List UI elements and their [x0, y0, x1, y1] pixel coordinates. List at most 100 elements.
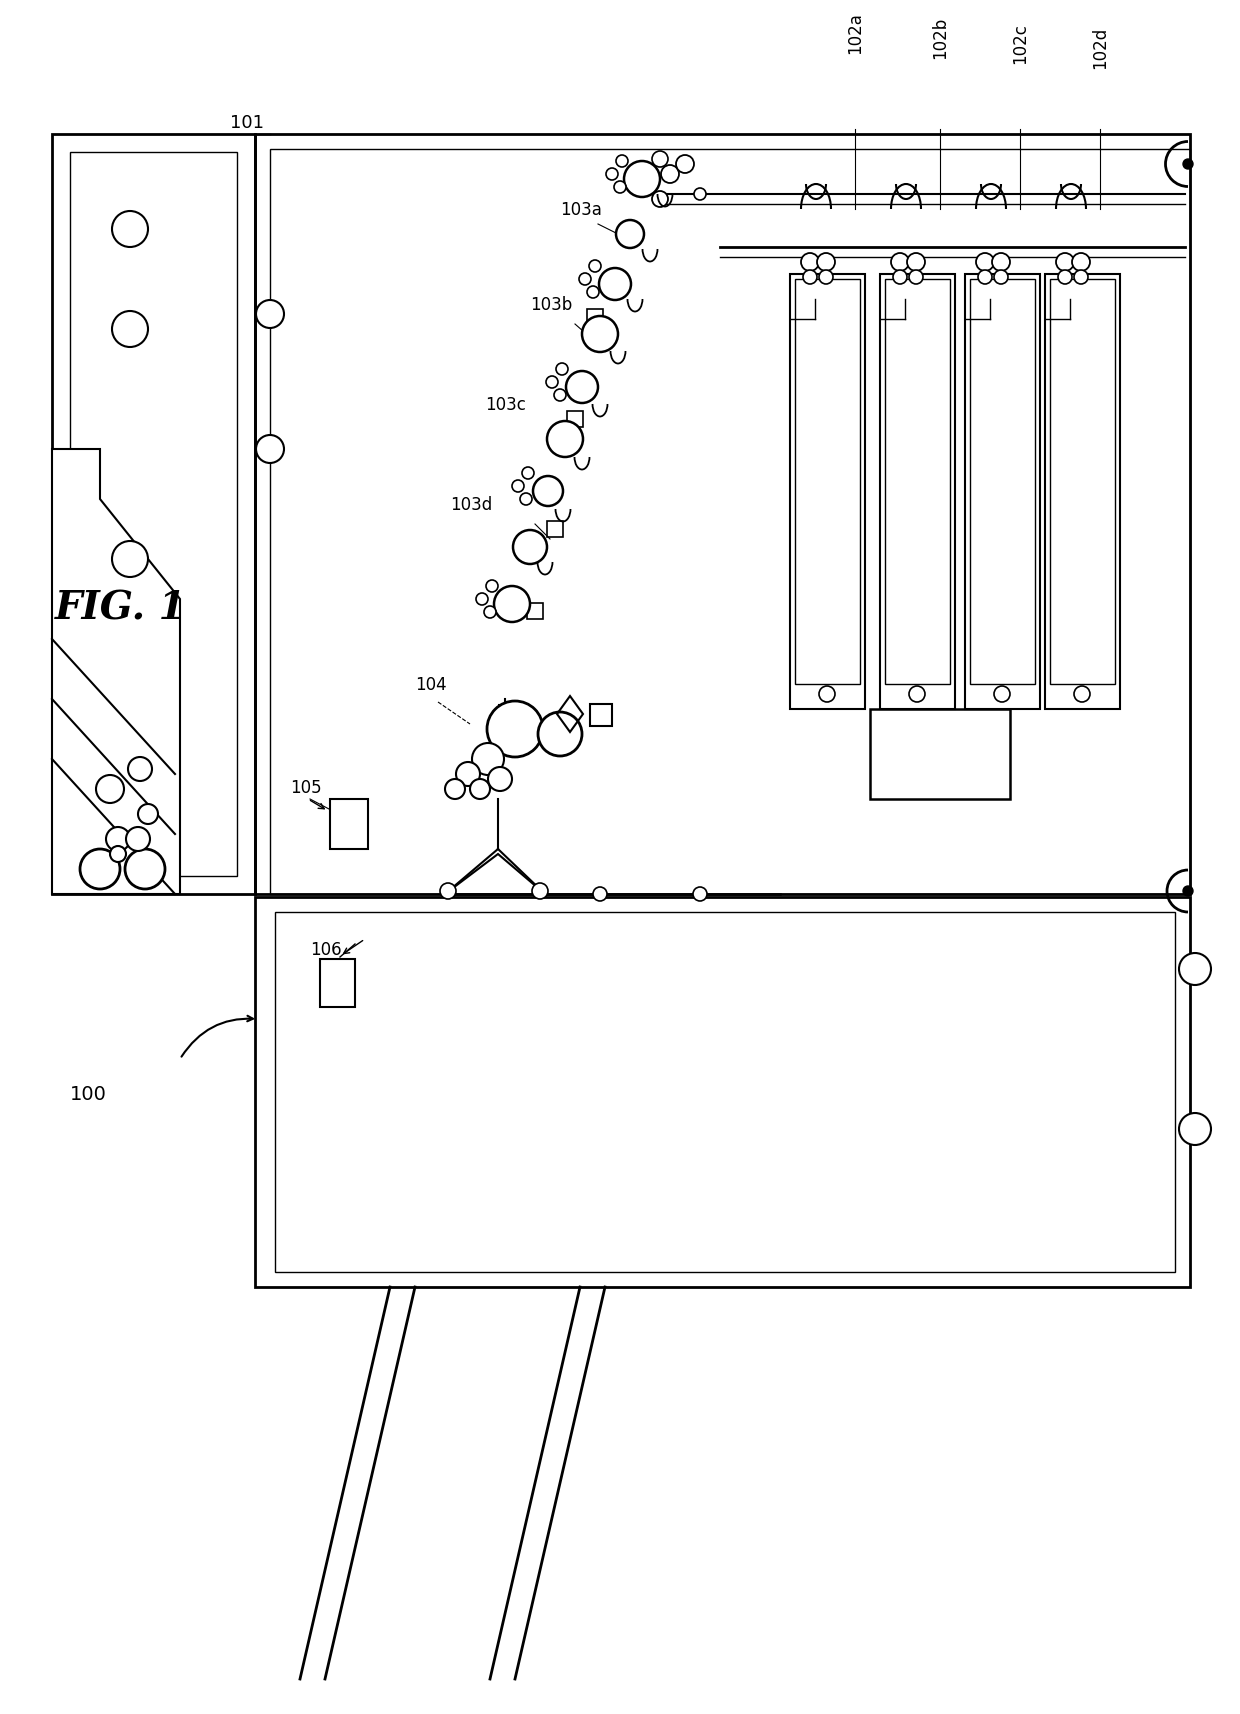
Bar — [587, 310, 603, 326]
Bar — [270, 149, 1190, 895]
Bar — [795, 279, 861, 684]
Circle shape — [255, 302, 284, 329]
Circle shape — [593, 888, 608, 902]
Circle shape — [486, 581, 498, 593]
Circle shape — [582, 317, 618, 353]
Circle shape — [522, 468, 534, 480]
Circle shape — [589, 261, 601, 273]
Circle shape — [801, 254, 818, 273]
Polygon shape — [52, 449, 180, 895]
Circle shape — [1179, 953, 1211, 986]
Circle shape — [909, 271, 923, 285]
Circle shape — [1073, 254, 1090, 273]
Circle shape — [893, 271, 906, 285]
Circle shape — [484, 607, 496, 619]
Text: 100: 100 — [69, 1085, 107, 1104]
Circle shape — [1179, 1114, 1211, 1145]
Circle shape — [818, 687, 835, 703]
Circle shape — [1074, 271, 1087, 285]
Circle shape — [676, 156, 694, 173]
Circle shape — [112, 542, 148, 578]
Circle shape — [494, 586, 529, 622]
Circle shape — [616, 156, 627, 168]
Circle shape — [112, 213, 148, 249]
Circle shape — [994, 687, 1011, 703]
Bar — [885, 279, 950, 684]
Bar — [567, 411, 583, 428]
Bar — [255, 898, 1190, 1287]
Bar — [1045, 274, 1120, 710]
Circle shape — [1183, 886, 1193, 896]
Text: 103a: 103a — [560, 201, 601, 219]
Circle shape — [105, 828, 130, 852]
Circle shape — [1074, 687, 1090, 703]
Circle shape — [892, 254, 909, 273]
Bar — [275, 912, 1176, 1272]
Text: 104: 104 — [415, 675, 446, 694]
Text: 106: 106 — [310, 941, 342, 958]
Circle shape — [470, 780, 490, 799]
Bar — [870, 710, 1011, 799]
Circle shape — [616, 221, 644, 249]
Circle shape — [547, 422, 583, 458]
Bar — [965, 274, 1040, 710]
Circle shape — [110, 847, 126, 862]
Circle shape — [1058, 271, 1073, 285]
Circle shape — [909, 687, 925, 703]
Circle shape — [693, 888, 707, 902]
Circle shape — [587, 286, 599, 298]
Circle shape — [138, 804, 157, 824]
Bar — [880, 274, 955, 710]
Circle shape — [804, 271, 817, 285]
Circle shape — [538, 713, 582, 756]
Bar — [527, 603, 543, 620]
Circle shape — [818, 271, 833, 285]
Circle shape — [487, 701, 543, 758]
Circle shape — [565, 372, 598, 405]
Text: 102b: 102b — [931, 17, 949, 58]
Circle shape — [1056, 254, 1074, 273]
Bar — [547, 521, 563, 538]
Bar — [69, 153, 237, 876]
Circle shape — [694, 189, 706, 201]
Circle shape — [472, 744, 503, 775]
Circle shape — [624, 161, 660, 197]
Circle shape — [445, 780, 465, 799]
Circle shape — [994, 271, 1008, 285]
Circle shape — [110, 830, 130, 850]
Circle shape — [126, 828, 150, 852]
Circle shape — [817, 254, 835, 273]
Circle shape — [489, 768, 512, 792]
Bar — [970, 279, 1035, 684]
Circle shape — [440, 883, 456, 900]
Circle shape — [1183, 159, 1193, 170]
Bar — [52, 135, 255, 895]
Circle shape — [554, 389, 565, 401]
Circle shape — [614, 182, 626, 194]
Circle shape — [128, 758, 153, 782]
Circle shape — [906, 254, 925, 273]
Circle shape — [513, 531, 547, 564]
Text: 105: 105 — [290, 778, 321, 797]
Circle shape — [512, 480, 525, 492]
Bar — [1050, 279, 1115, 684]
Text: 101: 101 — [229, 113, 264, 132]
Circle shape — [652, 192, 668, 207]
Bar — [255, 135, 1190, 895]
Circle shape — [476, 593, 489, 605]
Circle shape — [978, 271, 992, 285]
Text: 103c: 103c — [485, 396, 526, 413]
Text: FIG. 1: FIG. 1 — [55, 590, 187, 627]
Circle shape — [520, 494, 532, 506]
Circle shape — [255, 435, 284, 464]
Text: 103d: 103d — [450, 495, 492, 514]
Circle shape — [976, 254, 994, 273]
Circle shape — [546, 377, 558, 389]
Circle shape — [992, 254, 1011, 273]
Bar — [140, 859, 162, 874]
Circle shape — [652, 153, 668, 168]
Bar — [590, 704, 613, 727]
Circle shape — [112, 312, 148, 348]
Text: 103b: 103b — [529, 297, 572, 314]
Text: 102a: 102a — [846, 12, 864, 53]
